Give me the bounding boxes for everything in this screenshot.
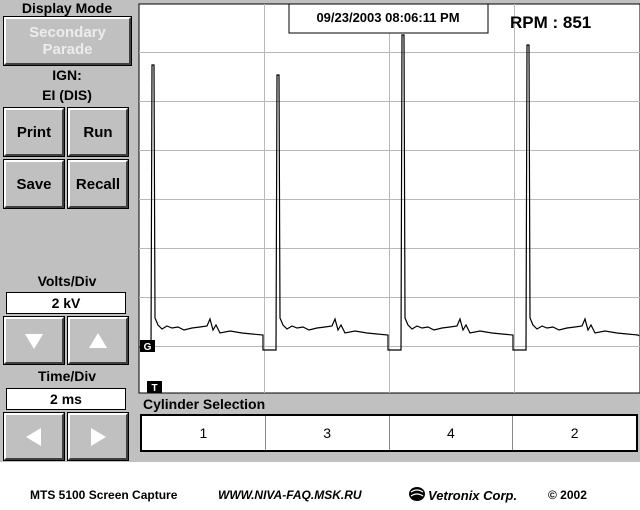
company: Vetronix Corp. [428, 488, 518, 503]
right-button[interactable] [67, 412, 129, 461]
cylinder-button[interactable]: 2 [570, 425, 579, 441]
up-button[interactable] [67, 316, 129, 365]
scope: 09/23/2003 08:06:11 PM RPM : 851 G T [138, 3, 640, 394]
timestamp-box [288, 3, 489, 34]
button[interactable]: Print [3, 107, 65, 157]
grid [139, 4, 640, 393]
label: Cylinder Selection [143, 396, 266, 412]
ground-marker: G [144, 342, 152, 353]
up-arrow [89, 332, 107, 348]
label: Time/Div [37, 368, 97, 384]
value-field: 2 kV [6, 292, 126, 314]
copyright: © 2002 [548, 488, 587, 502]
button[interactable]: Run [67, 107, 129, 157]
mode-button[interactable]: Secondary Parade [3, 16, 132, 66]
cylinder-button[interactable]: 4 [390, 416, 514, 450]
down-arrow [25, 333, 43, 349]
label: EI (DIS) [42, 87, 92, 103]
left-button[interactable] [3, 412, 65, 461]
ground-marker-box [140, 340, 155, 352]
trigger-marker: T [151, 383, 157, 394]
trigger-marker-box [147, 381, 162, 393]
website: WWW.NIVA-FAQ.MSK.RU [218, 488, 362, 502]
timestamp: 09/23/2003 08:06:11 PM [316, 10, 459, 25]
button[interactable]: Recall [67, 159, 129, 209]
label: IGN: [52, 67, 82, 83]
caption: MTS 5100 Screen Capture [30, 488, 178, 502]
right-arrow [91, 427, 106, 446]
button[interactable]: Save [3, 159, 65, 209]
label: Volts/Div [37, 273, 97, 289]
rpm: RPM : 851 [510, 13, 591, 32]
logo [409, 487, 425, 501]
cylinder-button[interactable]: 3 [266, 416, 390, 450]
cylinder-button[interactable]: 1 [142, 416, 266, 450]
label: Display Mode [21, 0, 113, 16]
left-arrow [26, 427, 41, 446]
cylinder-row: 1 3 4 2 [140, 414, 638, 452]
value-field: 2 ms [6, 388, 126, 410]
down-button[interactable] [3, 316, 65, 365]
waveform [139, 34, 640, 351]
